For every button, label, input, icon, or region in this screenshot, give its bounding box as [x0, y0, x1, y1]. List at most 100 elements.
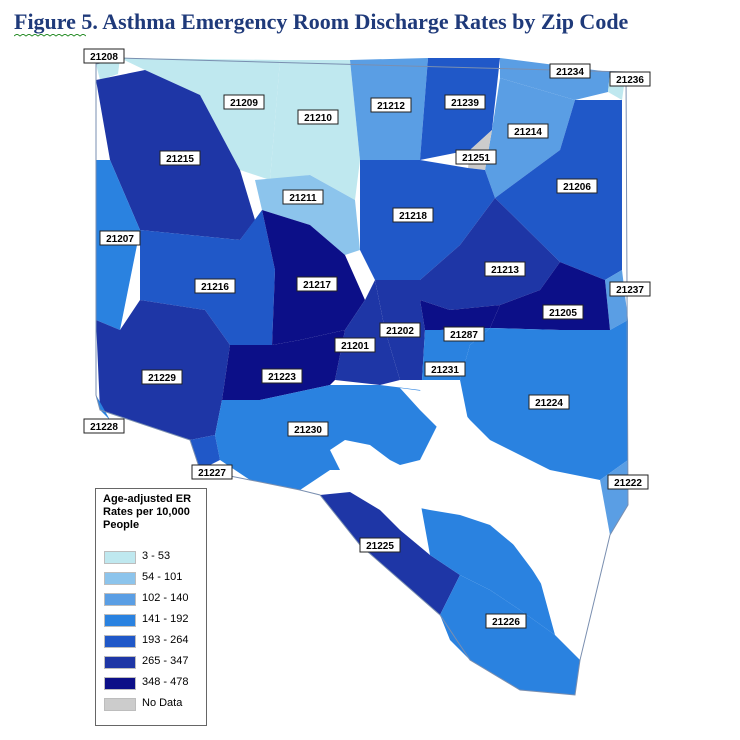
svg-text:21230: 21230	[294, 425, 322, 436]
svg-text:21201: 21201	[341, 341, 369, 352]
svg-text:21218: 21218	[399, 211, 427, 222]
svg-text:21223: 21223	[268, 372, 296, 383]
zip-label-21226: 21226	[485, 613, 527, 629]
svg-text:21212: 21212	[377, 101, 405, 112]
svg-text:21211: 21211	[289, 193, 317, 204]
legend-title: Age-adjusted ER Rates per 10,000 People	[103, 493, 192, 531]
svg-text:21207: 21207	[106, 234, 134, 245]
svg-text:21287: 21287	[450, 330, 478, 341]
legend-swatch	[104, 635, 136, 648]
svg-text:21229: 21229	[148, 373, 176, 384]
zip-label-21224: 21224	[528, 394, 570, 410]
zip-label-21230: 21230	[287, 421, 329, 437]
svg-text:21239: 21239	[451, 98, 479, 109]
svg-text:21208: 21208	[90, 52, 118, 63]
region-21209[interactable]	[120, 58, 280, 180]
zip-label-21201: 21201	[334, 337, 376, 353]
svg-text:21217: 21217	[303, 280, 331, 291]
zip-label-21207: 21207	[99, 230, 141, 246]
zip-label-21222: 21222	[607, 474, 649, 490]
zip-label-21213: 21213	[484, 261, 526, 277]
zip-label-21206: 21206	[556, 178, 598, 194]
zip-label-21239: 21239	[444, 94, 486, 110]
svg-text:21237: 21237	[616, 285, 644, 296]
zip-label-21228: 21228	[83, 418, 125, 434]
svg-text:21216: 21216	[201, 282, 229, 293]
legend-label: 54 - 101	[142, 571, 183, 583]
legend-item: 193 - 264	[104, 633, 204, 649]
zip-label-21216: 21216	[194, 278, 236, 294]
legend-swatch	[104, 677, 136, 690]
legend-label: 102 - 140	[142, 592, 189, 604]
zip-label-21223: 21223	[261, 368, 303, 384]
legend-item: 265 - 347	[104, 654, 204, 670]
zip-label-21225: 21225	[359, 537, 401, 553]
svg-text:21228: 21228	[90, 422, 118, 433]
zip-label-21236: 21236	[609, 71, 651, 87]
city-boundary	[95, 57, 629, 696]
region-21225[interactable]	[320, 492, 460, 615]
zip-label-21218: 21218	[392, 207, 434, 223]
zip-label-21210: 21210	[297, 109, 339, 125]
legend-label: No Data	[142, 697, 183, 709]
svg-text:21210: 21210	[304, 113, 332, 124]
zip-label-21205: 21205	[542, 304, 584, 320]
legend-label: 348 - 478	[142, 676, 189, 688]
legend-swatch	[104, 614, 136, 627]
legend-item: 54 - 101	[104, 570, 204, 586]
svg-text:21225: 21225	[366, 541, 394, 552]
legend-label: 265 - 347	[142, 655, 189, 667]
legend-label: 193 - 264	[142, 634, 189, 646]
zip-label-21211: 21211	[282, 189, 324, 205]
legend-item: 348 - 478	[104, 675, 204, 691]
svg-text:21213: 21213	[491, 265, 519, 276]
zip-label-21215: 21215	[159, 150, 201, 166]
region-21287[interactable]	[420, 300, 500, 330]
legend-label: 141 - 192	[142, 613, 189, 625]
spellcheck-underline	[14, 34, 86, 37]
zip-label-21217: 21217	[296, 276, 338, 292]
svg-text:21206: 21206	[563, 182, 591, 193]
svg-text:21231: 21231	[431, 365, 459, 376]
legend-item: 3 - 53	[104, 549, 204, 565]
svg-text:21226: 21226	[492, 617, 520, 628]
svg-text:21227: 21227	[198, 468, 226, 479]
svg-text:21251: 21251	[462, 153, 490, 164]
region-21210[interactable]	[270, 60, 360, 200]
svg-text:21234: 21234	[556, 67, 584, 78]
region-harbor-east	[420, 500, 555, 635]
zip-label-21227: 21227	[191, 464, 233, 480]
legend-swatch	[104, 698, 136, 711]
region-21226[interactable]	[440, 575, 580, 695]
zip-label-21229: 21229	[141, 369, 183, 385]
legend-swatch	[104, 572, 136, 585]
zip-label-21214: 21214	[507, 123, 549, 139]
svg-text:21222: 21222	[614, 478, 642, 489]
zip-label-21234: 21234	[549, 63, 591, 79]
region-21201[interactable]	[335, 280, 400, 385]
svg-text:21236: 21236	[616, 75, 644, 86]
zip-label-21237: 21237	[609, 281, 651, 297]
zip-label-21251: 21251	[455, 149, 497, 165]
svg-text:21202: 21202	[386, 326, 414, 337]
region-21216[interactable]	[140, 210, 275, 345]
legend-item: 141 - 192	[104, 612, 204, 628]
svg-text:21205: 21205	[549, 308, 577, 319]
legend: Age-adjusted ER Rates per 10,000 People …	[95, 488, 207, 726]
harbor-water	[330, 388, 580, 610]
region-21211[interactable]	[255, 175, 360, 255]
zip-label-21231: 21231	[424, 361, 466, 377]
legend-swatch	[104, 551, 136, 564]
region-21223[interactable]	[222, 330, 345, 400]
zip-label-21208: 21208	[83, 48, 125, 64]
legend-swatch	[104, 593, 136, 606]
region-21213[interactable]	[420, 198, 560, 310]
svg-text:21209: 21209	[230, 98, 258, 109]
svg-text:21214: 21214	[514, 127, 542, 138]
legend-item: 102 - 140	[104, 591, 204, 607]
region-21228[interactable]	[96, 395, 110, 420]
legend-item: No Data	[104, 696, 204, 712]
zip-label-21287: 21287	[443, 326, 485, 342]
svg-text:21224: 21224	[535, 398, 563, 409]
